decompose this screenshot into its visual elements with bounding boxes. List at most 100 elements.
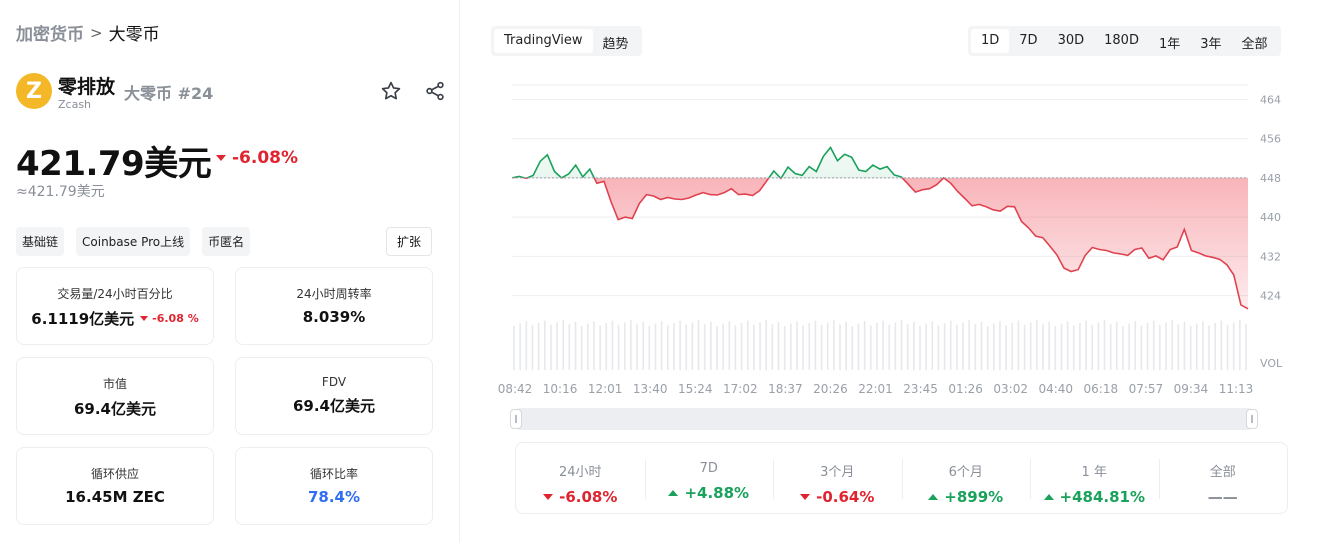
volume-bar: [593, 321, 595, 370]
volume-bar: [703, 324, 706, 370]
expand-button[interactable]: 扩张: [386, 227, 433, 256]
stat-label: FDV: [321, 375, 347, 389]
volume-bar: [986, 326, 989, 370]
volume-bar: [1091, 324, 1094, 370]
x-tick-label: 15:24: [678, 382, 713, 396]
volume-bar: [876, 323, 878, 370]
perf-value: ——: [1207, 488, 1238, 506]
volume-bar: [980, 321, 983, 370]
perf-value: -0.64%: [816, 488, 875, 506]
stat-value: 8.039%: [302, 308, 366, 326]
coin-rank: 大零币 #24: [124, 84, 214, 103]
price-line-positive: [511, 146, 946, 178]
coin-ticker-name: Zcash: [58, 98, 92, 111]
stat-change-value: -6.08 %: [152, 312, 199, 325]
perf-value-row: -0.64%: [773, 488, 902, 506]
volume-bar: [1177, 324, 1180, 370]
range-tab-all[interactable]: 全部: [1241, 37, 1268, 52]
price-change: -6.08%: [216, 148, 298, 168]
range-tab-1d[interactable]: 1D: [971, 29, 1010, 53]
volume-bar: [556, 322, 558, 370]
coin-name: 零排放: [58, 76, 116, 98]
volume-bar: [728, 321, 731, 370]
volume-bar: [925, 323, 927, 370]
volume-bar: [1239, 320, 1241, 370]
y-tick-label: 424: [1260, 290, 1281, 303]
volume-bar: [1183, 321, 1186, 370]
range-tab-3y[interactable]: 3年: [1200, 37, 1222, 52]
perf-label: 1 年: [1081, 465, 1107, 480]
up-arrow-icon: [928, 494, 939, 500]
volume-bar: [605, 323, 608, 370]
volume-bar: [1066, 321, 1069, 370]
perf-value: +899%: [944, 488, 1004, 506]
volume-bar: [882, 320, 884, 370]
star-icon[interactable]: [378, 78, 404, 104]
stat-value: 6.1119亿美元: [31, 310, 135, 328]
x-tick-label: 13:40: [633, 382, 668, 396]
volume-bar: [833, 320, 835, 370]
volume-bar: [1146, 323, 1149, 370]
breadcrumb-current: 大零币: [108, 25, 160, 45]
volume-bar: [543, 320, 546, 370]
stat-label: 循环供应: [90, 467, 139, 481]
range-tab-180d[interactable]: 180D: [1104, 33, 1139, 48]
volume-bar: [790, 323, 792, 370]
tab-tradingview[interactable]: TradingView: [494, 29, 593, 53]
volume-bar: [888, 324, 891, 370]
tag-item[interactable]: 币匿名: [202, 227, 251, 256]
tag-item[interactable]: 基础链: [16, 227, 65, 256]
volume-bar: [580, 326, 583, 370]
volume-bar: [1159, 324, 1161, 370]
stat-label: 市值: [102, 377, 127, 391]
volume-bar: [956, 324, 958, 370]
volume-bar: [949, 320, 952, 370]
volume-bar: [1085, 320, 1087, 370]
chart-range-scrollbar[interactable]: [510, 408, 1258, 430]
coin-info-panel: 加密货币 > 大零币 Z 零排放 Zcash 大零币 #24 421.79美元 …: [0, 0, 460, 542]
stat-card-fdv: FDV 69.4亿美元: [235, 357, 433, 435]
volume-bar: [636, 324, 638, 370]
volume-bar: [599, 325, 601, 370]
volume-bar: [1116, 321, 1118, 370]
volume-bar: [1036, 320, 1038, 370]
x-tick-label: 09:34: [1174, 382, 1209, 396]
y-tick-label: 464: [1260, 93, 1281, 106]
area-fill-positive: [512, 147, 903, 178]
volume-bar: [771, 324, 774, 370]
volume-bar: [617, 324, 620, 370]
share-icon[interactable]: [422, 78, 448, 104]
price-chart[interactable]: 424 432 440 448 456 464 VOL 08:42 10:16 12:01 13:4…: [490, 70, 1290, 400]
breadcrumb: 加密货币 > 大零币: [16, 20, 160, 46]
range-tab-7d[interactable]: 7D: [1019, 33, 1038, 48]
range-tab-1y[interactable]: 1年: [1158, 37, 1181, 52]
scrollbar-left-handle[interactable]: [510, 409, 522, 429]
volume-bar: [513, 326, 515, 370]
volume-bar: [1103, 320, 1106, 370]
volume-bar: [999, 321, 1001, 370]
breadcrumb-root-link[interactable]: 加密货币: [16, 25, 84, 45]
perf-label: 6个月: [948, 465, 983, 480]
chart-view-tabs: TradingView 趋势: [491, 26, 642, 56]
volume-bar: [740, 323, 743, 370]
volume-bar: [574, 321, 577, 370]
tag-item[interactable]: Coinbase Pro上线: [76, 227, 191, 256]
volume-bar: [796, 321, 798, 370]
volume-bar: [710, 321, 712, 370]
volume-bar: [851, 326, 854, 370]
perf-value: +4.88%: [684, 484, 750, 502]
perf-value-row: +484.81%: [1030, 488, 1159, 506]
stat-value: 16.45M ZEC: [65, 488, 165, 506]
tab-trend[interactable]: 趋势: [602, 37, 629, 52]
performance-summary: 24小时 -6.08% 7D +4.88% 3个月 -0.64% 6个月 +89…: [515, 442, 1288, 514]
volume-bar: [869, 325, 872, 370]
chevron-right-icon: >: [90, 23, 103, 42]
range-tab-30d[interactable]: 30D: [1057, 33, 1085, 48]
scrollbar-right-handle[interactable]: [1246, 409, 1258, 429]
volume-bar: [1226, 324, 1229, 370]
zcash-logo-icon: Z: [16, 73, 52, 109]
volume-bar: [765, 320, 768, 370]
price-change-value: -6.08%: [232, 148, 299, 168]
volume-bar: [808, 323, 811, 370]
